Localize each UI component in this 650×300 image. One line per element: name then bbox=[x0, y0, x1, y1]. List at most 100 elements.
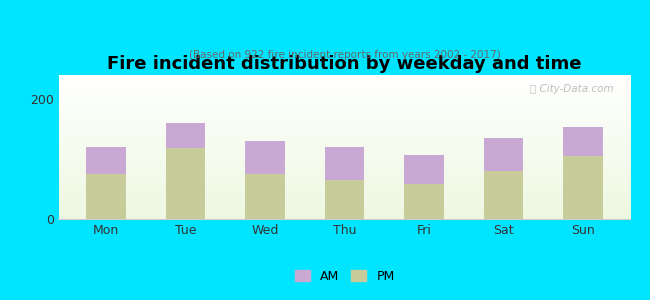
Bar bbox=[27, 95, 650, 96]
Bar bbox=[27, 213, 650, 214]
Bar bbox=[27, 134, 650, 135]
Bar bbox=[27, 123, 650, 124]
Bar bbox=[27, 125, 650, 126]
Bar bbox=[27, 103, 650, 104]
Bar bbox=[27, 154, 650, 155]
Bar bbox=[27, 172, 650, 173]
Bar bbox=[245, 174, 285, 219]
Bar bbox=[27, 124, 650, 125]
Bar bbox=[27, 107, 650, 108]
Bar bbox=[484, 138, 523, 171]
Bar bbox=[27, 157, 650, 158]
Bar bbox=[27, 179, 650, 180]
Bar bbox=[324, 180, 365, 219]
Bar bbox=[27, 191, 650, 192]
Bar bbox=[27, 166, 650, 167]
Bar bbox=[27, 138, 650, 139]
Bar bbox=[27, 214, 650, 215]
Bar bbox=[484, 171, 523, 219]
Bar bbox=[27, 86, 650, 87]
Bar bbox=[27, 193, 650, 194]
Bar bbox=[27, 98, 650, 99]
Bar bbox=[27, 81, 650, 82]
Bar bbox=[27, 190, 650, 191]
Bar bbox=[27, 194, 650, 195]
Bar bbox=[27, 168, 650, 169]
Bar bbox=[27, 183, 650, 184]
Bar bbox=[27, 78, 650, 79]
Bar bbox=[27, 187, 650, 188]
Bar bbox=[27, 130, 650, 131]
Bar bbox=[27, 97, 650, 98]
Bar bbox=[27, 181, 650, 182]
Bar bbox=[27, 145, 650, 146]
Bar bbox=[27, 100, 650, 101]
Text: (Based on 922 fire incident reports from years 2002 - 2017): (Based on 922 fire incident reports from… bbox=[188, 50, 500, 59]
Bar bbox=[27, 167, 650, 168]
Bar bbox=[324, 147, 365, 180]
Bar bbox=[27, 151, 650, 152]
Bar bbox=[27, 104, 650, 105]
Bar bbox=[27, 199, 650, 200]
Bar bbox=[27, 203, 650, 204]
Bar bbox=[27, 105, 650, 106]
Bar bbox=[27, 212, 650, 213]
Bar bbox=[27, 147, 650, 148]
Bar bbox=[27, 87, 650, 88]
Bar bbox=[27, 208, 650, 209]
Bar bbox=[27, 80, 650, 81]
Bar bbox=[27, 178, 650, 179]
Bar bbox=[27, 119, 650, 120]
Bar bbox=[27, 196, 650, 197]
Bar bbox=[27, 176, 650, 177]
Bar bbox=[27, 185, 650, 186]
Bar bbox=[27, 155, 650, 156]
Bar bbox=[27, 135, 650, 136]
Bar bbox=[27, 150, 650, 151]
Bar bbox=[27, 136, 650, 137]
Bar bbox=[27, 165, 650, 166]
Bar bbox=[27, 188, 650, 189]
Bar bbox=[27, 121, 650, 122]
Bar bbox=[27, 164, 650, 165]
Bar bbox=[27, 177, 650, 178]
Bar bbox=[27, 142, 650, 143]
Bar bbox=[27, 84, 650, 85]
Title: Fire incident distribution by weekday and time: Fire incident distribution by weekday an… bbox=[107, 56, 582, 74]
Bar bbox=[27, 129, 650, 130]
Bar bbox=[27, 184, 650, 185]
Bar bbox=[27, 156, 650, 157]
Bar bbox=[27, 132, 650, 133]
Bar bbox=[563, 156, 603, 219]
Bar bbox=[27, 118, 650, 119]
Bar bbox=[27, 162, 650, 163]
Bar bbox=[27, 160, 650, 161]
Bar bbox=[27, 128, 650, 129]
Bar bbox=[27, 197, 650, 198]
Legend: AM, PM: AM, PM bbox=[289, 265, 400, 288]
Bar bbox=[27, 189, 650, 190]
Bar bbox=[27, 93, 650, 94]
Bar bbox=[27, 192, 650, 193]
Bar bbox=[27, 161, 650, 162]
Bar bbox=[27, 180, 650, 181]
Bar bbox=[27, 171, 650, 172]
Bar bbox=[27, 209, 650, 210]
Bar bbox=[27, 170, 650, 171]
Bar bbox=[27, 115, 650, 116]
Bar bbox=[27, 211, 650, 212]
Bar bbox=[27, 110, 650, 111]
Bar bbox=[27, 158, 650, 159]
Bar bbox=[27, 148, 650, 149]
Bar bbox=[27, 77, 650, 78]
Bar bbox=[27, 96, 650, 97]
Bar bbox=[27, 210, 650, 211]
Bar bbox=[27, 144, 650, 145]
Text: Ⓣ City-Data.com: Ⓣ City-Data.com bbox=[530, 84, 614, 94]
Bar bbox=[27, 186, 650, 187]
Bar bbox=[27, 149, 650, 150]
Bar bbox=[27, 120, 650, 121]
Bar bbox=[404, 155, 444, 184]
Bar bbox=[27, 79, 650, 80]
Bar bbox=[27, 143, 650, 144]
